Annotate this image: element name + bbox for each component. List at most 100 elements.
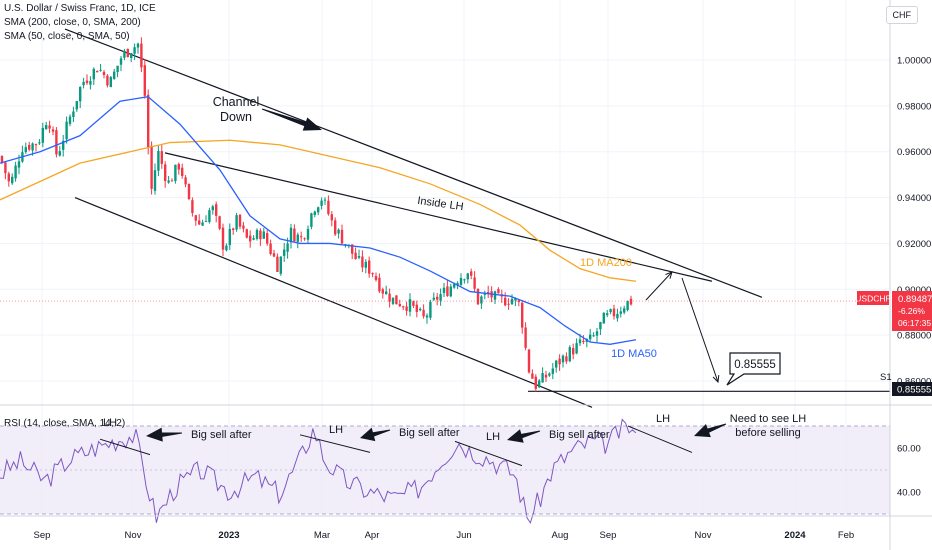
candle-body [306, 228, 310, 240]
candle-body [439, 294, 442, 301]
candle-body [221, 227, 225, 250]
candle-body [402, 306, 405, 308]
candle-body [133, 47, 136, 54]
candle-body [419, 308, 422, 311]
time-tick-label: Nov [125, 530, 142, 541]
candle-body [157, 150, 160, 171]
candle-body [225, 245, 228, 251]
candle-body [357, 256, 361, 258]
rsi-lh-line [99, 438, 151, 456]
candle-body [368, 260, 371, 274]
candle-body [531, 373, 534, 379]
big-sell-arrow [146, 427, 183, 442]
candle-body [208, 210, 211, 223]
candle-body [228, 228, 231, 246]
arrow-shaft [681, 277, 719, 383]
candle-body [565, 356, 568, 362]
big-arrow-shape [694, 423, 727, 438]
candle-body [293, 228, 296, 242]
candle-body [14, 165, 17, 179]
candle-body [616, 313, 619, 319]
price-tick-label: 0.92000 [897, 239, 931, 250]
time-tick-label: Sep [34, 530, 51, 541]
candle-body [123, 50, 126, 58]
symbol-label-bg [857, 291, 889, 305]
candle-body [337, 229, 340, 234]
candle-body [398, 303, 401, 307]
price-tick-label: 0.98000 [897, 101, 931, 112]
candle-body [514, 298, 517, 301]
candle-body [575, 343, 578, 354]
candle-body [476, 288, 480, 305]
candle-body [28, 144, 31, 150]
price-tick-label: 0.94000 [897, 193, 931, 204]
last-price-change: -6.26% [898, 306, 925, 316]
candle-body [449, 286, 452, 297]
rsi-legend[interactable]: RSI (14, close, SMA, 14, 2) [4, 418, 126, 429]
candle-body [487, 291, 490, 293]
rsi-line [0, 418, 637, 524]
candle-body [174, 164, 177, 181]
candle-body [385, 291, 388, 295]
candle-body [242, 225, 245, 229]
candle-body [177, 164, 180, 170]
candle-body [259, 230, 262, 240]
candle-body [24, 147, 27, 153]
projection-down-arrow [681, 277, 720, 384]
candle-body [198, 220, 201, 225]
candle-body [96, 71, 99, 73]
candle-body [126, 48, 129, 58]
time-tick-label: Sep [600, 530, 617, 541]
candle-body [361, 256, 364, 268]
candle-body [507, 303, 510, 305]
candle-body [48, 125, 51, 129]
candle-body [351, 244, 354, 254]
channel-arrow [261, 108, 322, 131]
big-arrow-shape [507, 429, 541, 443]
candle-body [119, 58, 123, 65]
candle-body [442, 287, 446, 293]
candle-body [160, 151, 163, 164]
candle-body [320, 200, 323, 206]
arrow-head [712, 374, 720, 384]
ma50-line [0, 95, 637, 345]
candle-body [164, 164, 167, 181]
candle-body [85, 80, 89, 84]
candle-body [245, 229, 248, 238]
time-tick-label: Feb [838, 530, 854, 541]
candle-body [429, 301, 432, 318]
chart-title: U.S. Dollar / Swiss Franc, 1D, ICE [4, 3, 156, 14]
candle-body [79, 86, 82, 102]
sma200-legend[interactable]: SMA (200, close, 0, SMA, 200) [4, 17, 141, 28]
time-tick-label: Jun [456, 530, 471, 541]
sma50-legend[interactable]: SMA (50, close, 0, SMA, 50) [4, 31, 130, 42]
lh-label: LH [486, 431, 500, 443]
candle-body [276, 256, 279, 272]
big-sell-arrow [507, 429, 541, 443]
candle-body [68, 116, 72, 124]
candle-body [334, 220, 337, 235]
candle-body [232, 228, 235, 230]
s1-value: 0.85555 [897, 385, 931, 396]
candle-body [51, 129, 55, 132]
lh-label: LH [329, 424, 343, 436]
candle-body [371, 273, 374, 275]
rsi-band [0, 425, 890, 515]
currency-button[interactable]: CHF [885, 6, 918, 24]
arrow-shaft [645, 271, 673, 301]
candle-body [381, 289, 384, 294]
candle-body [34, 144, 38, 146]
candle-body [480, 296, 483, 304]
candle-body [317, 207, 320, 213]
candle-body [589, 334, 592, 340]
candle-body [354, 252, 357, 260]
candle-body [150, 145, 153, 189]
candle-body [364, 261, 367, 268]
candle-body [300, 236, 303, 238]
candle-body [249, 235, 252, 242]
candle-body [609, 309, 612, 313]
candle-body [572, 348, 575, 355]
